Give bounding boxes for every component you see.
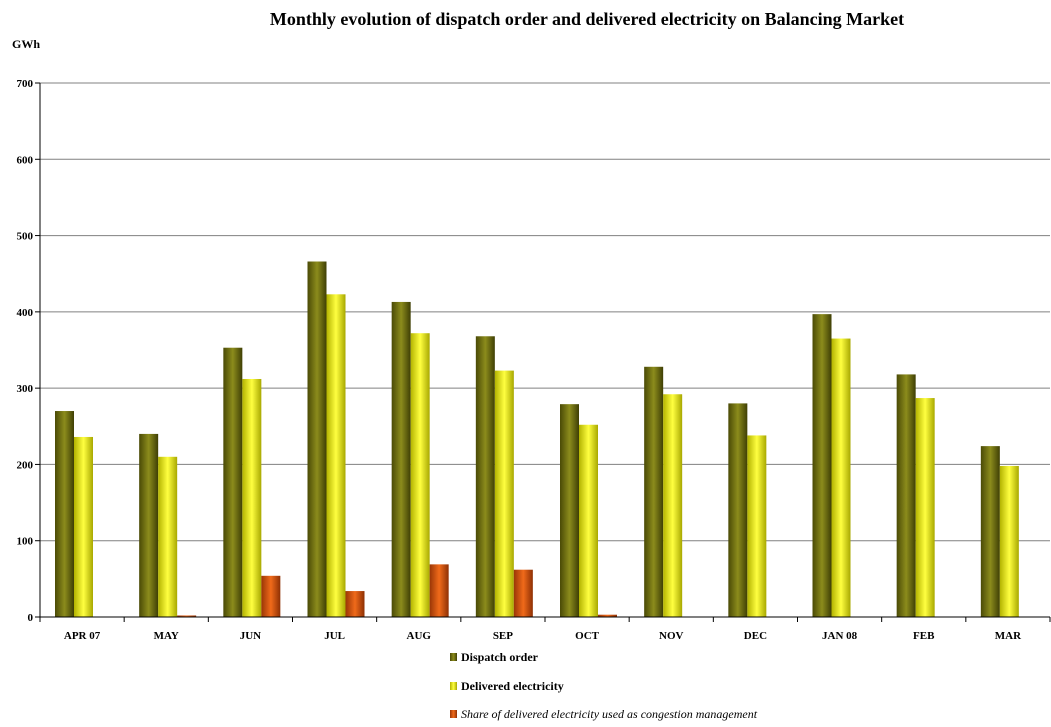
bar (747, 435, 767, 617)
y-tick-label: 300 (17, 383, 34, 395)
x-tick-label: JAN 08 (822, 630, 858, 642)
bar (728, 403, 748, 617)
bar (896, 374, 916, 617)
x-tick-label: MAR (995, 630, 1022, 642)
bar (644, 366, 664, 617)
bar (429, 564, 449, 617)
y-tick-label: 700 (17, 78, 34, 90)
bar (980, 446, 1000, 617)
legend-label: Delivered electricity (461, 679, 564, 693)
bar (663, 394, 683, 617)
bar (999, 465, 1019, 617)
legend: Dispatch order Delivered electricity Share… (450, 650, 758, 721)
y-axis-ticks: 0 100 200 300 400 500 600 700 (17, 78, 40, 624)
x-tick-label: DEC (744, 630, 767, 642)
bar (391, 301, 411, 617)
x-tick-label: JUN (240, 630, 261, 642)
x-tick-label: MAY (154, 630, 179, 642)
bar (139, 433, 159, 617)
bar (831, 338, 851, 617)
bar (579, 424, 598, 617)
legend-swatch (450, 653, 457, 661)
legend-label: Dispatch order (461, 650, 539, 664)
bar (261, 575, 281, 617)
x-axis-labels: APR 07 MAY JUN JUL AUG SEP OCT NOV DEC JAN 08 FEB M… (64, 630, 1022, 642)
bar (242, 378, 262, 617)
bar (307, 261, 327, 617)
bar (598, 614, 617, 617)
x-tick-label: NOV (659, 630, 684, 642)
x-tick-label: APR 07 (64, 630, 101, 642)
y-tick-label: 500 (17, 231, 34, 243)
bar (177, 615, 197, 617)
bar (915, 398, 935, 617)
chart-title: Monthly evolution of dispatch order and … (270, 9, 904, 29)
bar (55, 411, 74, 617)
x-tick-label: JUL (324, 630, 345, 642)
x-tick-label: FEB (913, 630, 935, 642)
bar (158, 456, 178, 617)
axes (39, 83, 1051, 622)
x-tick-label: OCT (575, 630, 600, 642)
bar (812, 314, 832, 617)
bar (494, 370, 514, 617)
bar (326, 294, 346, 617)
bar (513, 569, 533, 617)
y-tick-label: 100 (17, 536, 34, 548)
x-tick-label: SEP (493, 630, 513, 642)
y-tick-label: 0 (28, 612, 34, 624)
bar (560, 404, 579, 617)
legend-label: Share of delivered electricity used as c… (461, 707, 758, 721)
y-axis-unit: GWh (12, 37, 40, 51)
x-tick-label: AUG (407, 630, 432, 642)
bar (410, 333, 430, 617)
legend-swatch (450, 682, 457, 690)
legend-swatch (450, 710, 457, 718)
y-tick-label: 400 (17, 307, 34, 319)
bar (74, 436, 93, 617)
bar (345, 591, 365, 617)
bar (475, 336, 495, 617)
gridlines (40, 82, 1050, 542)
bar (223, 347, 243, 617)
y-tick-label: 200 (17, 459, 34, 471)
bars (55, 261, 1019, 617)
y-tick-label: 600 (17, 154, 34, 166)
